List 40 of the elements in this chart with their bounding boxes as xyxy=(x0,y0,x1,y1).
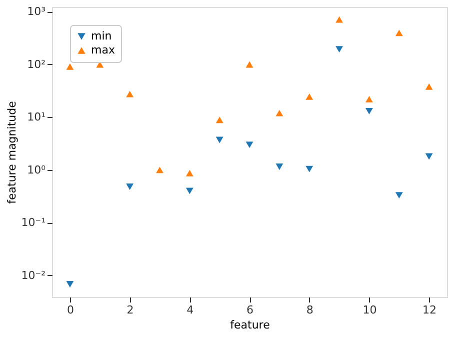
point xyxy=(66,281,74,288)
legend-label: max xyxy=(91,44,116,56)
point xyxy=(276,164,284,170)
y-axis-title: feature magnitude xyxy=(5,100,18,204)
y-tick-label: 10³ xyxy=(27,5,46,18)
point xyxy=(216,136,224,144)
x-tick-label: 4 xyxy=(186,304,194,316)
x-tick-label: 12 xyxy=(422,304,437,316)
point xyxy=(425,83,433,90)
point xyxy=(306,166,314,172)
point xyxy=(156,166,164,174)
x-tick-label: 2 xyxy=(126,304,134,316)
x-tick-label: 8 xyxy=(306,304,314,316)
y-tick-label: 10⁻¹ xyxy=(21,216,46,230)
point xyxy=(276,110,284,116)
point xyxy=(126,90,134,98)
x-tick-label: 0 xyxy=(66,304,74,316)
x-tick-label: 6 xyxy=(246,304,254,316)
legend-label: min xyxy=(91,30,112,42)
point xyxy=(395,192,403,199)
point xyxy=(425,153,433,160)
x-axis-title: feature xyxy=(230,318,270,332)
point xyxy=(126,184,134,190)
x-tick-label: 10 xyxy=(362,304,377,316)
point xyxy=(246,61,254,68)
y-tick-label: 10⁰ xyxy=(27,163,46,176)
point xyxy=(66,63,74,70)
point xyxy=(246,142,254,148)
point xyxy=(365,108,373,114)
y-tick-label: 10¹ xyxy=(27,110,46,124)
point xyxy=(216,116,224,124)
point xyxy=(186,188,194,194)
point xyxy=(186,170,194,176)
point xyxy=(336,46,343,53)
y-tick-label: 10⁻² xyxy=(21,268,46,282)
y-tick-label: 10² xyxy=(27,58,46,71)
point xyxy=(365,96,373,102)
point xyxy=(306,93,314,100)
point xyxy=(336,16,343,23)
point xyxy=(395,30,403,36)
